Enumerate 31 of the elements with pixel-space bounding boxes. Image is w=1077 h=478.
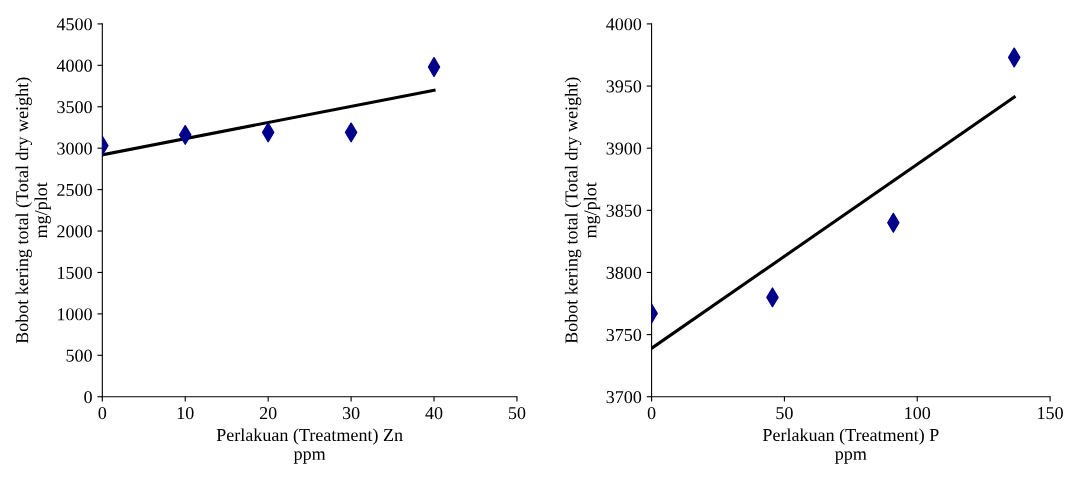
y-tick-label: 3900	[606, 142, 642, 155]
y-tick-label: 3700	[606, 391, 642, 404]
y-tick-label: 3800	[606, 266, 642, 279]
y-tick-label: 1000	[58, 308, 92, 321]
y-tick-label: 4000	[606, 18, 642, 31]
y-tick-label: 3950	[606, 80, 642, 93]
y-tick-label: 2000	[57, 225, 92, 238]
x-tick-label: 40	[425, 406, 443, 420]
y-tick-label: 4000	[56, 59, 92, 72]
y-tick-label: 3000	[57, 142, 92, 155]
x-tick-label: 0	[98, 406, 107, 420]
y-tick-label: 3850	[606, 204, 642, 217]
x-tick-label: 100	[905, 406, 931, 420]
y-tick-label: 2500	[57, 183, 92, 197]
x-tick-label: 20	[259, 406, 277, 420]
y-tick-label: 1500	[58, 266, 92, 279]
y-tick-label: 3750	[606, 328, 642, 342]
x-tick-label: 150	[1038, 406, 1063, 420]
y-tick-label: 3500	[57, 101, 92, 114]
x-tick-label: 0	[647, 406, 656, 420]
y-tick-label: 4500	[56, 18, 92, 31]
x-tick-label: 30	[342, 406, 360, 420]
y-tick-label: 500	[66, 349, 92, 362]
y-axis-title: Bobot kering total (Total dry weight) mg/plot	[15, 77, 51, 344]
x-axis-title: Perlakuan (Treatment) P ppm	[762, 428, 939, 464]
x-tick-label: 10	[177, 406, 194, 420]
x-tick-label: 50	[776, 406, 793, 420]
x-tick-label: 50	[508, 406, 526, 420]
y-axis-title: Bobot kering total (Total dry weight) mg/plot	[564, 77, 601, 344]
y-tick-label: 0	[84, 391, 92, 404]
x-axis-title: Perlakuan (Treatment) Zn ppm	[216, 428, 403, 464]
